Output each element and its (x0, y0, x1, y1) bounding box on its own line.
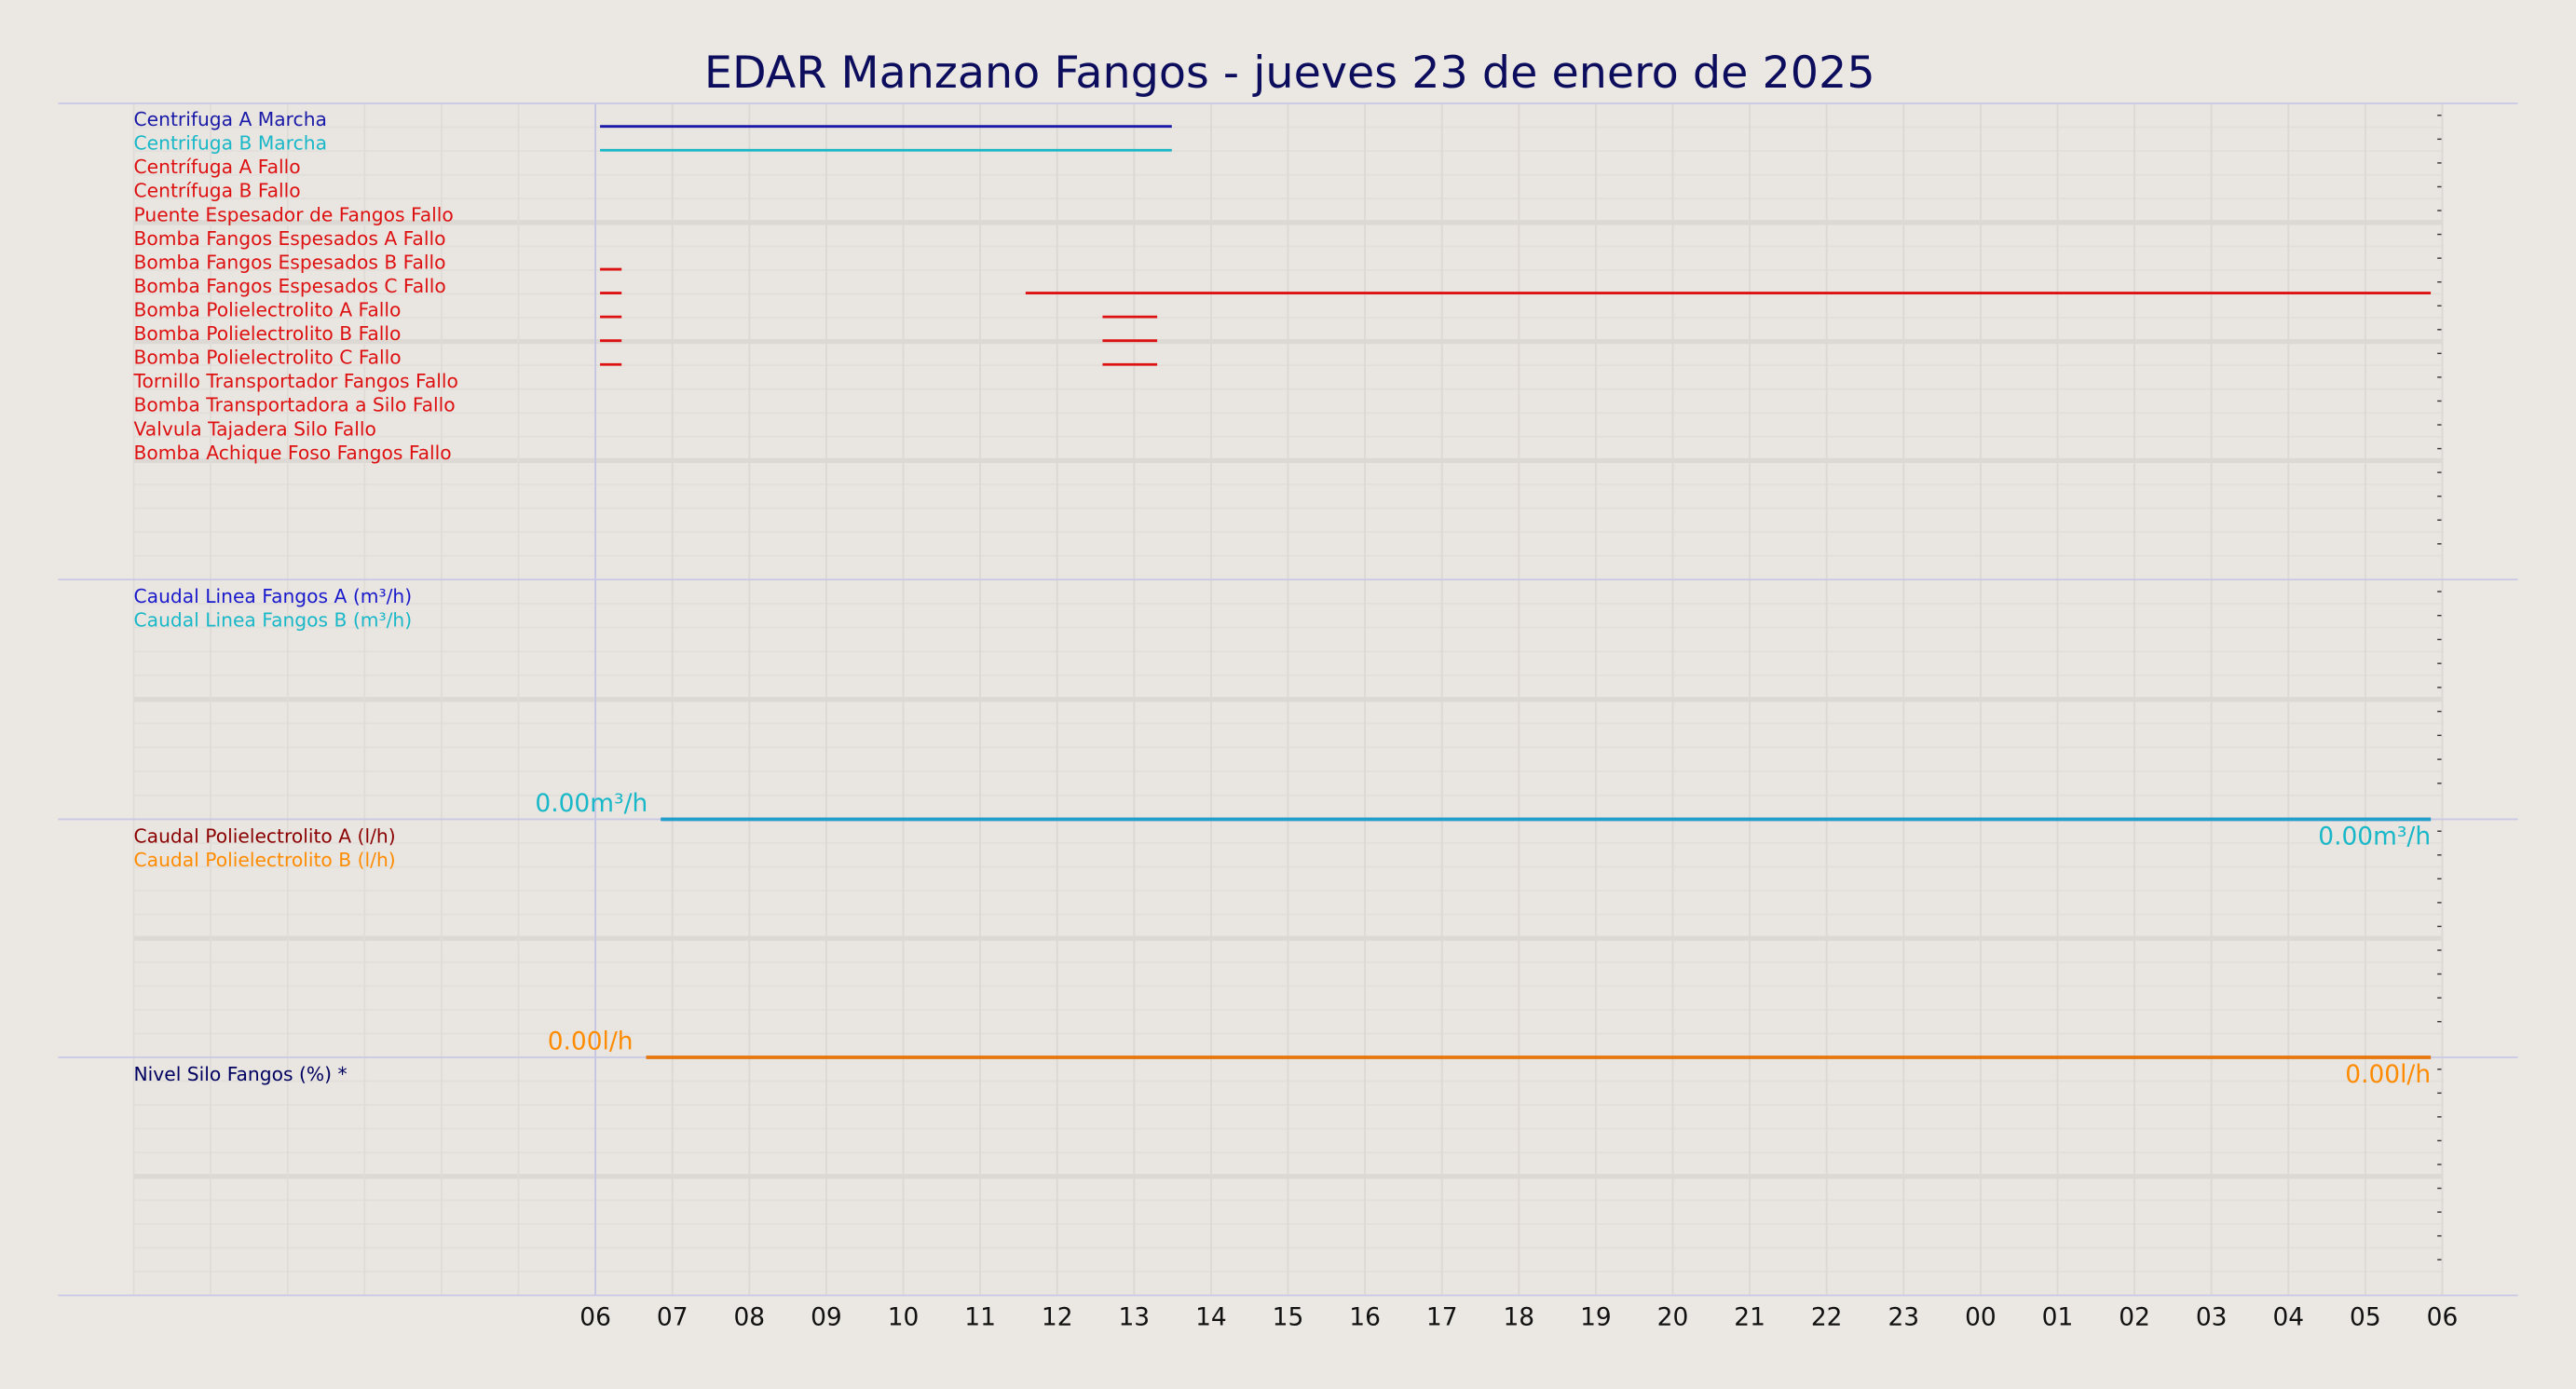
x-tick-label: 02 (2119, 1303, 2150, 1332)
row-label: Bomba Fangos Espesados A Fallo (134, 227, 446, 250)
x-tick-label: 12 (1042, 1303, 1073, 1332)
x-tick-label: 06 (2427, 1303, 2459, 1332)
x-tick-label: 06 (579, 1303, 611, 1332)
row-label: Bomba Polielectrolito C Fallo (134, 347, 402, 369)
value-label: 0.00l/h (548, 1028, 634, 1056)
x-tick-label: 13 (1118, 1303, 1150, 1332)
x-tick-label: 11 (964, 1303, 996, 1332)
legend-label: Caudal Polielectrolito B (l/h) (134, 849, 396, 871)
x-tick-label: 09 (811, 1303, 842, 1332)
row-label: Bomba Polielectrolito A Fallo (134, 298, 402, 320)
x-tick-label: 14 (1195, 1303, 1227, 1332)
row-label: Tornillo Transportador Fangos Fallo (133, 370, 458, 392)
row-label: Centrifuga B Marcha (134, 132, 327, 155)
row-label: Bomba Achique Foso Fangos Fallo (134, 442, 452, 464)
x-tick-label: 04 (2272, 1303, 2304, 1332)
x-tick-label: 03 (2196, 1303, 2228, 1332)
x-tick-label: 21 (1734, 1303, 1765, 1332)
x-tick-label: 16 (1349, 1303, 1381, 1332)
row-label: Bomba Transportadora a Silo Fallo (134, 394, 456, 416)
legend-label: Caudal Linea Fangos A (m³/h) (134, 585, 413, 607)
row-label: Centrífuga B Fallo (134, 180, 301, 202)
row-label: Bomba Polielectrolito B Fallo (134, 322, 402, 345)
x-tick-label: 15 (1273, 1303, 1304, 1332)
legend-label: Caudal Linea Fangos B (m³/h) (134, 609, 413, 632)
x-tick-label: 07 (657, 1303, 688, 1332)
value-label: 0.00m³/h (2318, 822, 2431, 851)
x-tick-label: 05 (2350, 1303, 2381, 1332)
x-tick-label: 19 (1580, 1303, 1612, 1332)
x-tick-label: 22 (1811, 1303, 1843, 1332)
x-tick-label: 01 (2042, 1303, 2074, 1332)
x-tick-label: 23 (1888, 1303, 1919, 1332)
value-label: 0.00m³/h (535, 789, 647, 818)
row-label: Bomba Fangos Espesados B Fallo (134, 251, 446, 273)
value-label: 0.00l/h (2345, 1060, 2431, 1089)
x-tick-label: 17 (1426, 1303, 1458, 1332)
x-tick-label: 10 (888, 1303, 920, 1332)
legend-label: Caudal Polielectrolito A (l/h) (134, 824, 396, 847)
chart-title: EDAR Manzano Fangos - jueves 23 de enero… (704, 48, 1875, 99)
x-tick-label: 20 (1657, 1303, 1689, 1332)
row-label: Centrifuga A Marcha (134, 108, 327, 130)
row-label: Bomba Fangos Espesados C Fallo (134, 275, 446, 297)
row-label: Valvula Tajadera Silo Fallo (134, 417, 376, 440)
legend-label: Nivel Silo Fangos (%) * (134, 1063, 348, 1085)
x-tick-label: 00 (1965, 1303, 1997, 1332)
x-tick-label: 08 (733, 1303, 765, 1332)
row-label: Puente Espesador de Fangos Fallo (134, 203, 454, 225)
row-label: Centrífuga A Fallo (134, 156, 301, 178)
x-tick-label: 18 (1503, 1303, 1534, 1332)
